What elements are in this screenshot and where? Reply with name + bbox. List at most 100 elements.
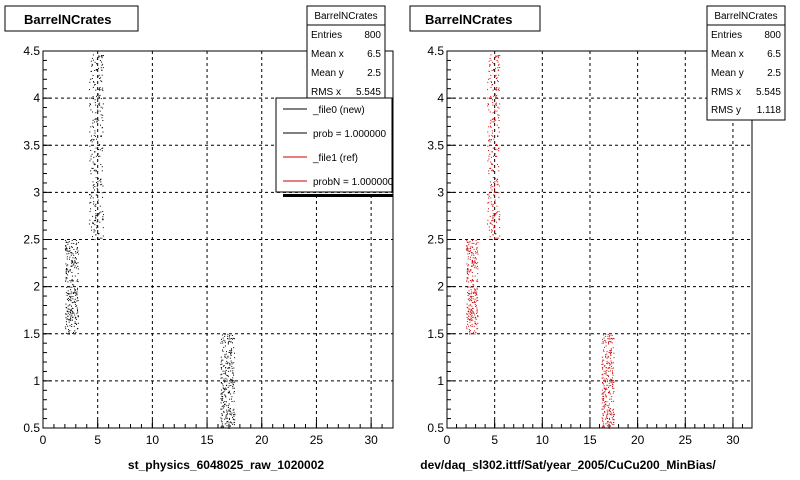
scatter-point — [492, 234, 494, 236]
y-tick-label: 4 — [33, 91, 40, 105]
scatter-point — [495, 213, 497, 215]
scatter-point — [468, 329, 470, 331]
scatter-point — [609, 367, 611, 369]
stats-value: 800 — [364, 30, 381, 41]
scatter-point — [69, 248, 71, 249]
scatter-point — [496, 180, 498, 182]
scatter-point — [495, 156, 497, 157]
scatter-point — [68, 330, 70, 332]
scatter-point — [99, 180, 101, 182]
scatter-point — [612, 419, 614, 421]
scatter-point — [227, 386, 229, 388]
scatter-point — [68, 300, 69, 302]
scatter-point — [607, 375, 609, 376]
scatter-point — [233, 391, 235, 392]
scatter-point — [93, 81, 94, 83]
scatter-point — [609, 335, 611, 336]
scatter-point — [608, 341, 610, 343]
scatter-point — [494, 117, 496, 119]
scatter-point — [603, 401, 605, 403]
scatter-point — [73, 302, 75, 303]
scatter-point — [609, 421, 611, 423]
scatter-point — [228, 422, 230, 424]
scatter-point — [92, 119, 94, 121]
scatter-point — [100, 106, 102, 108]
scatter-point — [605, 370, 607, 372]
scatter-point — [472, 302, 474, 304]
scatter-point — [468, 286, 470, 288]
scatter-point — [602, 389, 604, 391]
scatter-point — [472, 333, 474, 334]
scatter-point — [468, 300, 470, 302]
scatter-point — [497, 183, 499, 185]
scatter-point — [470, 256, 471, 258]
scatter-point — [604, 381, 606, 383]
scatter-point — [498, 216, 500, 218]
scatter-point — [608, 382, 610, 384]
scatter-point — [232, 423, 234, 425]
scatter-point — [487, 105, 489, 107]
scatter-point — [75, 289, 76, 291]
scatter-point — [70, 291, 72, 293]
scatter-point — [221, 392, 223, 394]
scatter-point — [498, 87, 500, 89]
y-tick-label: 0.5 — [427, 421, 444, 435]
scatter-point — [70, 265, 72, 267]
scatter-point — [610, 382, 612, 384]
scatter-point — [472, 311, 474, 313]
x-tick-label: 5 — [94, 433, 101, 447]
scatter-point — [607, 333, 609, 335]
scatter-point — [472, 319, 474, 321]
scatter-point — [490, 74, 492, 76]
scatter-point — [469, 295, 471, 297]
scatter-point — [607, 338, 609, 340]
scatter-point — [66, 241, 68, 243]
scatter-point — [66, 298, 68, 300]
scatter-point — [76, 293, 78, 295]
scatter-point — [223, 388, 225, 390]
scatter-point — [95, 205, 97, 207]
scatter-point — [224, 423, 226, 425]
scatter-point — [606, 362, 608, 364]
scatter-point — [101, 170, 103, 172]
scatter-point — [99, 94, 101, 96]
scatter-point — [66, 323, 67, 325]
scatter-point — [601, 374, 603, 376]
scatter-point — [70, 295, 72, 297]
scatter-point — [92, 111, 94, 113]
scatter-point — [100, 184, 102, 186]
scatter-point — [231, 401, 233, 402]
scatter-point — [474, 288, 475, 290]
scatter-point — [74, 301, 76, 303]
scatter-point — [64, 326, 66, 328]
scatter-point — [70, 312, 72, 314]
scatter-point — [65, 321, 67, 323]
scatter-point — [69, 269, 71, 270]
scatter-point — [605, 401, 606, 402]
scatter-point — [476, 247, 478, 249]
scatter-point — [69, 317, 71, 319]
scatter-point — [471, 272, 473, 273]
scatter-point — [101, 89, 103, 91]
scatter-point — [94, 230, 96, 232]
scatter-point — [604, 410, 606, 412]
scatter-point — [602, 393, 604, 395]
x-ticks-right: 0 5 10 15 20 25 30 — [444, 420, 753, 447]
scatter-point — [476, 300, 478, 302]
scatter-point — [101, 117, 103, 119]
scatter-point — [608, 385, 610, 387]
scatter-point — [223, 410, 225, 412]
scatter-point — [499, 227, 501, 229]
scatter-point — [73, 291, 75, 293]
scatter-point — [494, 202, 496, 204]
scatter-point — [606, 378, 608, 380]
scatter-point — [228, 367, 229, 369]
scatter-point — [467, 268, 468, 270]
scatter-point — [100, 164, 102, 165]
scatter-point — [493, 185, 495, 187]
scatter-point — [610, 385, 612, 386]
scatter-point — [224, 381, 226, 383]
scatter-point — [233, 424, 235, 426]
title-box-left — [4, 5, 139, 32]
scatter-point — [220, 374, 222, 376]
